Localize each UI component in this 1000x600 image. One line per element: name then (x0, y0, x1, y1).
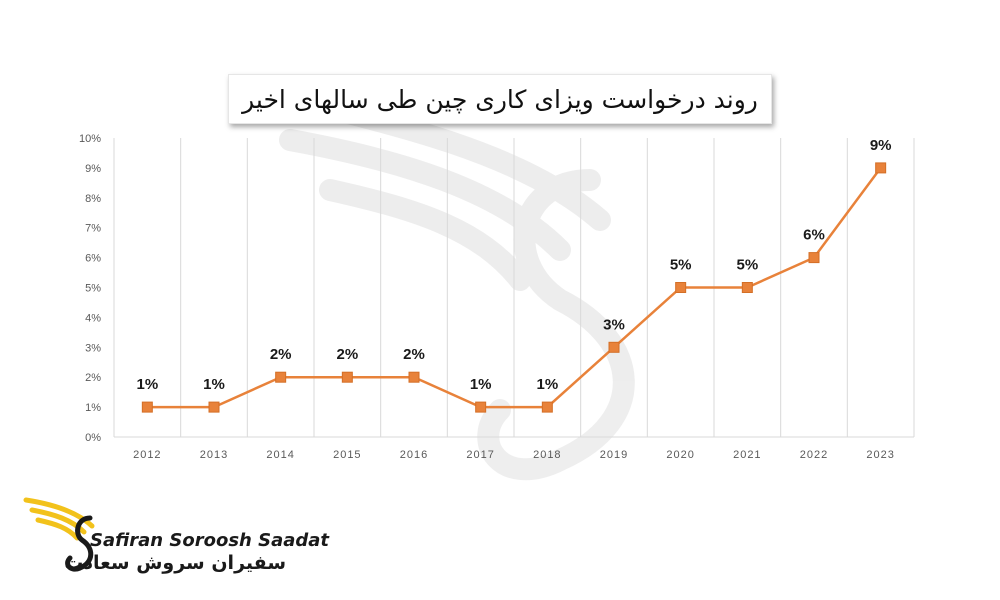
y-tick-label: 0% (85, 432, 101, 444)
y-axis-ticks: 0% 1% 2% 3% 4% 5% 6% 7% 8% 9% 10% (79, 133, 101, 444)
data-label: 3% (603, 316, 625, 333)
data-point-marker (875, 162, 887, 174)
data-label: 5% (670, 257, 692, 274)
y-tick-label: 5% (85, 283, 101, 295)
y-tick-label: 4% (85, 312, 101, 324)
data-point-marker (541, 401, 553, 413)
x-tick-label: 2016 (400, 449, 428, 461)
x-axis-ticks: 2012 2013 2014 2015 2016 2017 2018 2019 2020 2021… (133, 449, 894, 461)
chart-title-box: روند درخواست ویزای کاری چین طی سالهای اخ… (228, 74, 772, 124)
data-label: 2% (403, 346, 425, 363)
brand-name-english: Safiran Soroosh Saadat (90, 530, 330, 551)
y-tick-label: 8% (85, 193, 101, 205)
series-markers (141, 162, 887, 413)
x-tick-label: 2018 (533, 449, 561, 461)
data-label: 1% (536, 376, 558, 393)
data-point-marker (741, 282, 753, 293)
y-tick-label: 7% (85, 223, 101, 235)
x-tick-label: 2020 (666, 449, 694, 461)
data-point-marker (808, 252, 820, 264)
y-tick-label: 9% (85, 163, 101, 175)
data-point-marker (208, 401, 220, 413)
brand-logo: Safiran Soroosh Saadat سفیران سروش سعادت (22, 492, 329, 582)
data-point-marker (408, 371, 420, 383)
data-label: 1% (470, 376, 492, 393)
data-label: 5% (736, 257, 758, 274)
x-tick-label: 2015 (333, 449, 361, 461)
winged-s-logo-icon (23, 497, 95, 572)
chart-title: روند درخواست ویزای کاری چین طی سالهای اخ… (242, 84, 758, 114)
data-labels: 1% 1% 2% 2% 2% 1% 1% 3% 5% 5% 6% 9% (136, 137, 891, 393)
brand-name-persian: سفیران سروش سعادت (64, 552, 286, 574)
data-label: 1% (203, 376, 225, 393)
y-tick-label: 1% (85, 402, 101, 414)
data-point-marker (608, 341, 620, 353)
grid-lines (113, 138, 915, 438)
data-point-marker (341, 371, 353, 383)
x-tick-label: 2022 (800, 449, 828, 461)
data-point-marker (675, 282, 687, 293)
y-tick-label: 3% (85, 342, 101, 354)
data-label: 1% (136, 376, 158, 393)
y-tick-label: 2% (85, 372, 101, 384)
x-tick-label: 2021 (733, 449, 761, 461)
x-tick-label: 2017 (466, 449, 494, 461)
x-tick-label: 2013 (200, 449, 228, 461)
x-tick-label: 2014 (266, 449, 294, 461)
series-line (147, 167, 882, 409)
x-tick-label: 2019 (600, 449, 628, 461)
data-point-marker (475, 401, 487, 413)
y-tick-label: 10% (79, 133, 101, 145)
data-label: 6% (803, 227, 825, 244)
data-point-marker (141, 401, 153, 413)
series-line-layer (147, 167, 882, 409)
y-tick-label: 6% (85, 253, 101, 265)
data-label: 2% (336, 346, 358, 363)
data-label: 9% (870, 137, 892, 154)
x-tick-label: 2023 (866, 449, 894, 461)
data-point-marker (275, 371, 287, 383)
x-tick-label: 2012 (133, 449, 161, 461)
data-label: 2% (270, 346, 292, 363)
